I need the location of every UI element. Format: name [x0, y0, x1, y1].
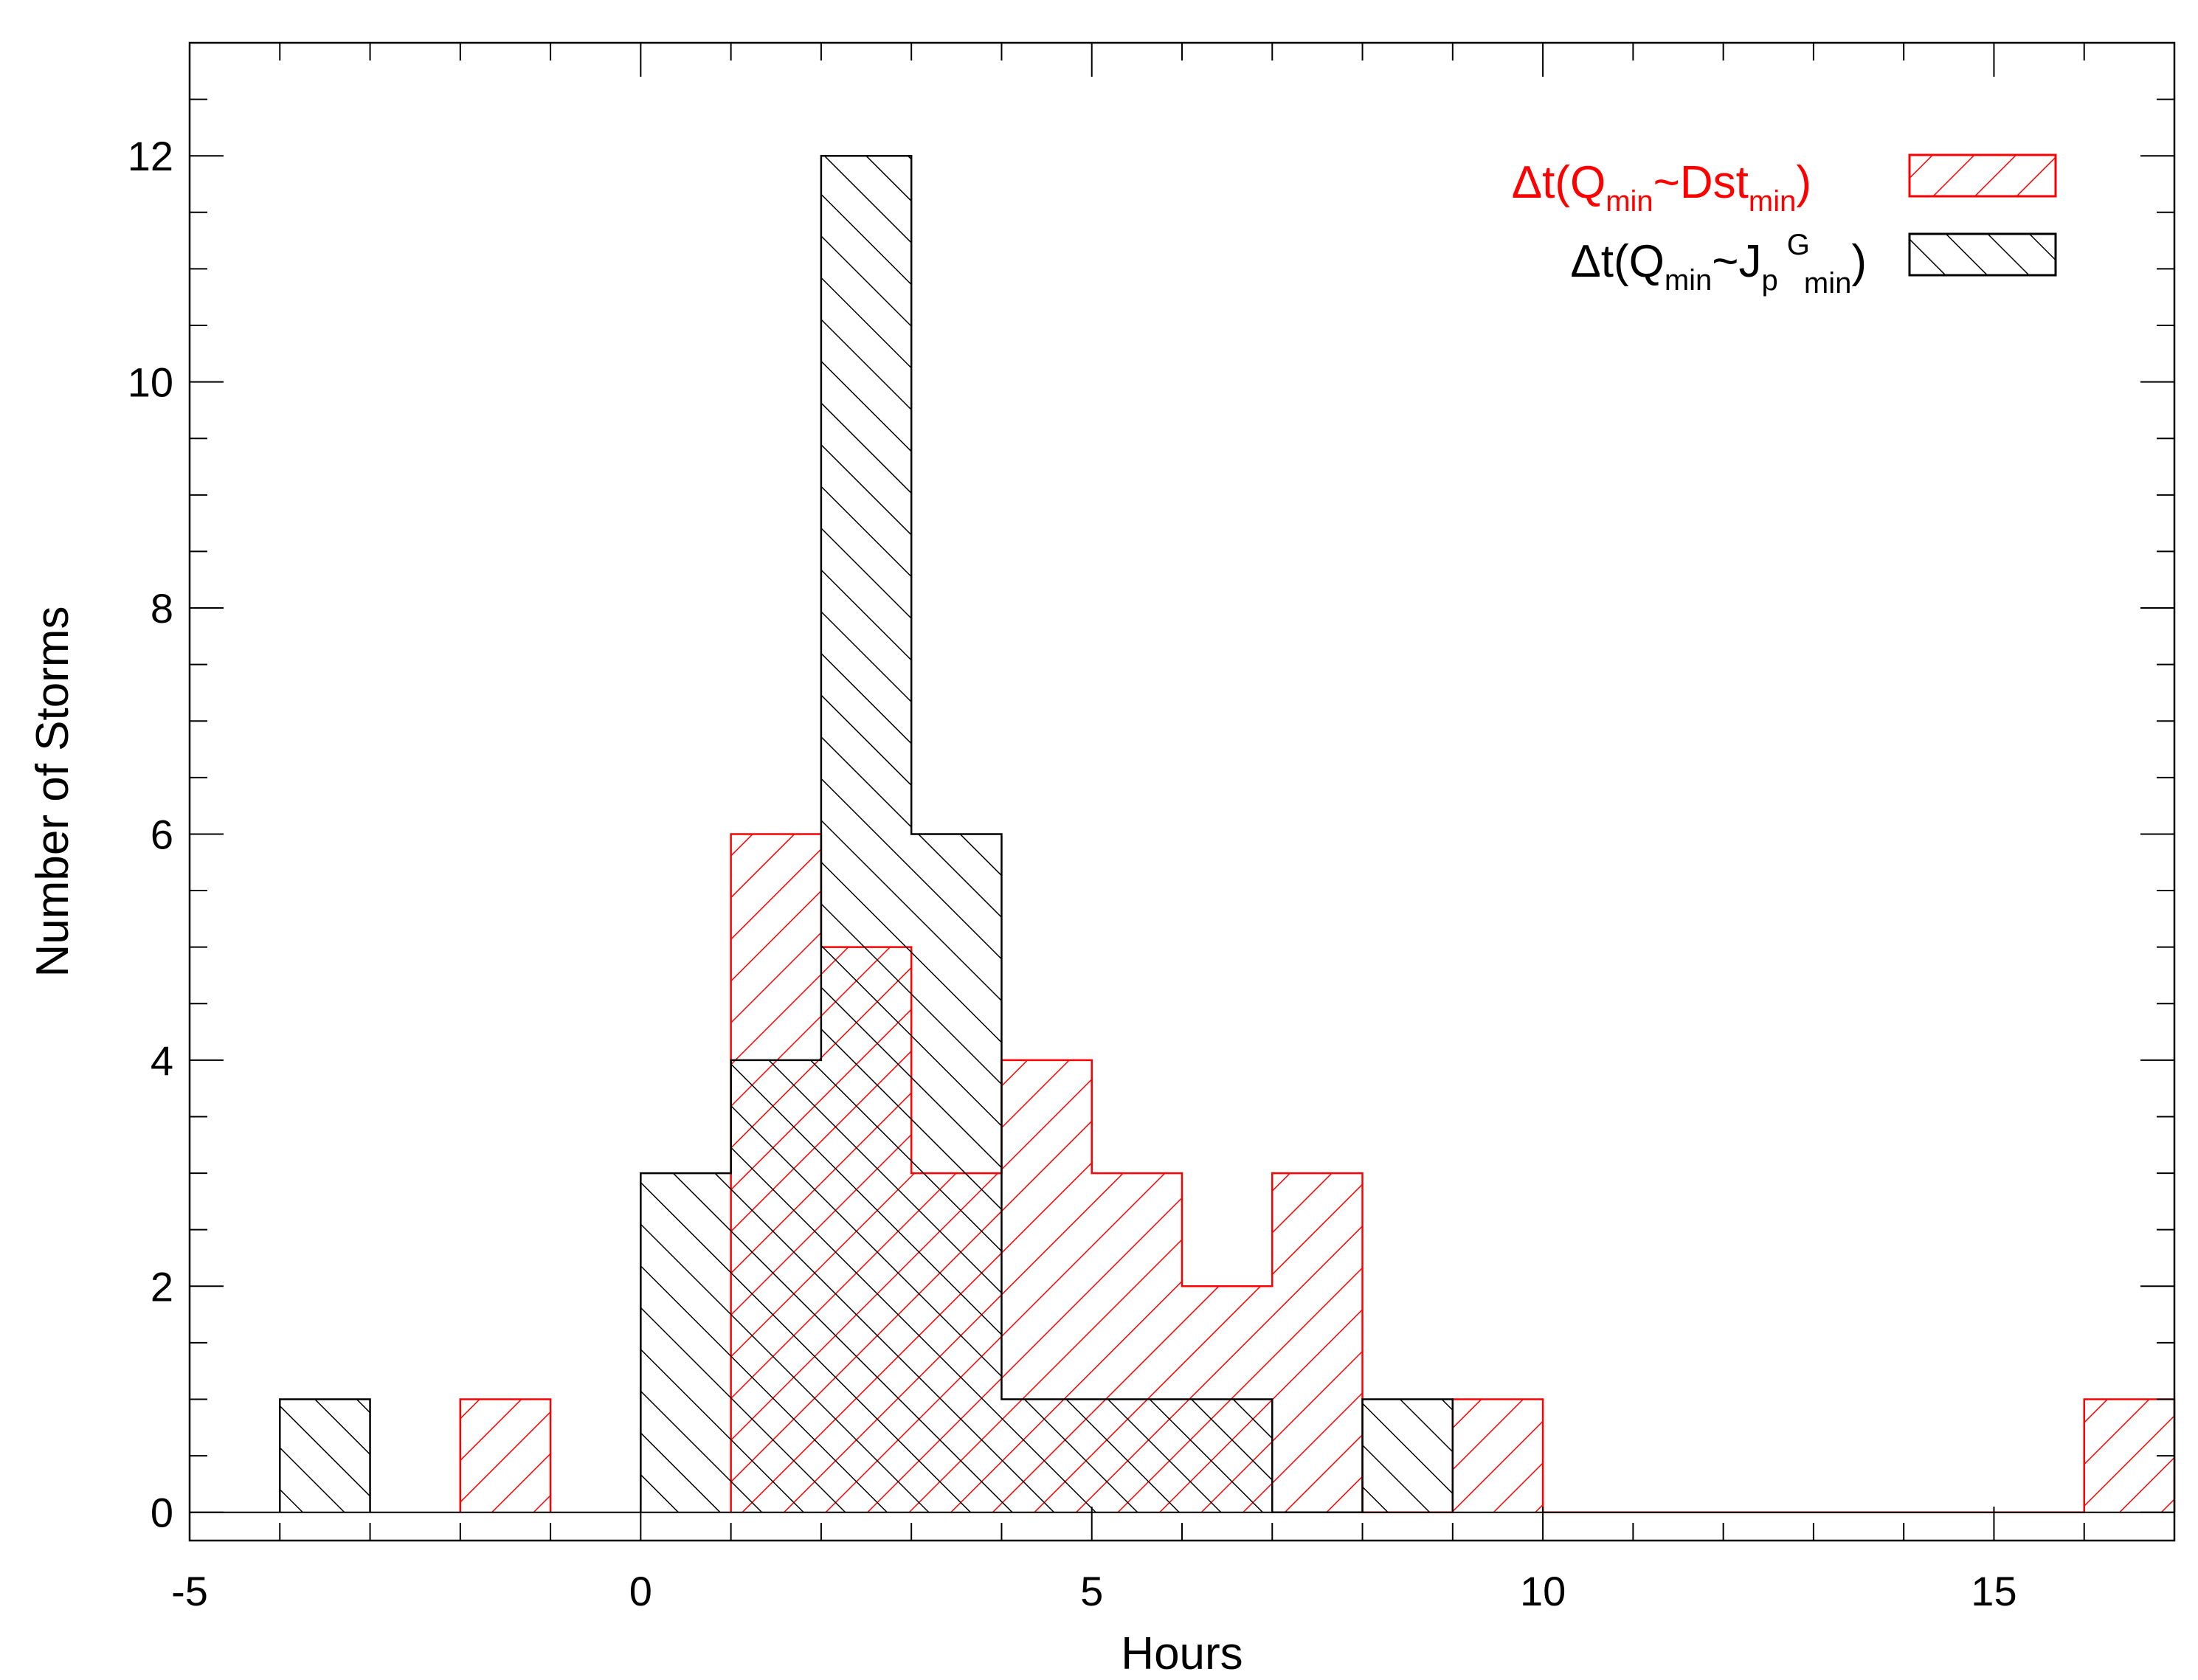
- histogram-bar: [1182, 1399, 1273, 1513]
- legend-swatch-jp: [1908, 232, 2057, 277]
- y-tick-label: 12: [128, 133, 173, 179]
- y-tick-label: 0: [151, 1490, 173, 1536]
- x-tick-label: 0: [629, 1568, 652, 1614]
- histogram-bar: [730, 1059, 821, 1513]
- y-tick-label: 4: [151, 1037, 173, 1084]
- legend: Δt(Qmin~Dstmin) Δt(Qmin~JpG min): [1512, 153, 2057, 300]
- histogram-bar: [911, 834, 1002, 1513]
- x-tick-label: 15: [1971, 1568, 2016, 1614]
- y-tick-label: 8: [151, 585, 173, 632]
- histogram-bar: [820, 156, 912, 1513]
- y-tick-label: 10: [128, 359, 173, 406]
- axes: -5 0 5 10 15 0 2 4 6 8 10 12 Hours Number of Storms: [27, 41, 2176, 1679]
- histogram-bar: [1001, 1399, 1092, 1513]
- y-axis-title: Number of Storms: [27, 606, 78, 977]
- histogram-bar: [1091, 1399, 1182, 1513]
- x-axis-title: Hours: [1121, 1628, 1243, 1679]
- histogram-bar: [640, 1173, 731, 1513]
- series-jp: [279, 154, 1454, 1513]
- x-tick-label: -5: [171, 1568, 208, 1614]
- histogram-outline: [279, 154, 1454, 1513]
- histogram-bar: [280, 1399, 370, 1513]
- histogram-bar: [460, 1399, 551, 1513]
- histogram-bar: [1452, 1399, 1544, 1513]
- legend-label-jp: Δt(Qmin~JpG min): [1570, 229, 1867, 300]
- x-tick-label: 5: [1080, 1568, 1103, 1614]
- histogram-bar: [1362, 1399, 1453, 1513]
- y-tick-label: 6: [151, 811, 173, 857]
- histogram-bar: [1272, 1173, 1363, 1513]
- legend-swatch-dst: [1908, 153, 2057, 198]
- y-tick-label: 2: [151, 1263, 173, 1310]
- x-tick-label: 10: [1520, 1568, 1566, 1614]
- legend-label-dst: Δt(Qmin~Dstmin): [1512, 157, 1811, 218]
